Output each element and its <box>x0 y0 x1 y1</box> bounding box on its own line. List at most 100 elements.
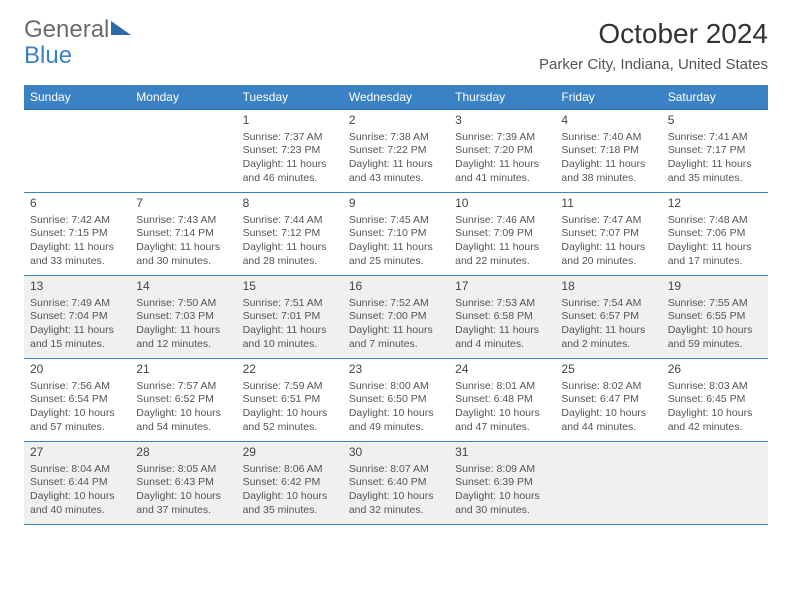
day-day1: Daylight: 11 hours <box>349 324 443 338</box>
day-sunrise: Sunrise: 7:37 AM <box>243 131 337 145</box>
day-day2: and 10 minutes. <box>243 338 337 352</box>
day-sunset: Sunset: 7:09 PM <box>455 227 549 241</box>
day-sunrise: Sunrise: 7:49 AM <box>30 297 124 311</box>
day-cell: 1 Sunrise: 7:37 AMSunset: 7:23 PMDaylight… <box>237 110 343 192</box>
day-number: 22 <box>243 362 337 378</box>
day-day1: Daylight: 11 hours <box>136 324 230 338</box>
dow-cell: Wednesday <box>343 85 449 109</box>
day-day1: Daylight: 11 hours <box>455 158 549 172</box>
day-sunrise: Sunrise: 8:03 AM <box>668 380 762 394</box>
day-sunset: Sunset: 7:03 PM <box>136 310 230 324</box>
brand-logo: General <box>24 18 131 42</box>
day-sunrise: Sunrise: 8:05 AM <box>136 463 230 477</box>
day-sunset: Sunset: 7:12 PM <box>243 227 337 241</box>
day-day2: and 25 minutes. <box>349 255 443 269</box>
day-sunrise: Sunrise: 7:43 AM <box>136 214 230 228</box>
day-sunrise: Sunrise: 7:51 AM <box>243 297 337 311</box>
day-sunset: Sunset: 6:57 PM <box>561 310 655 324</box>
week-row: 1Sunrise: 7:37 AMSunset: 7:23 PMDaylight… <box>24 110 768 193</box>
day-sunset: Sunset: 6:47 PM <box>561 393 655 407</box>
day-day1: Daylight: 11 hours <box>561 324 655 338</box>
day-cell: 26Sunrise: 8:03 AMSunset: 6:45 PMDayligh… <box>662 359 768 441</box>
day-sunset: Sunset: 7:01 PM <box>243 310 337 324</box>
day-cell: 10Sunrise: 7:46 AMSunset: 7:09 PMDayligh… <box>449 193 555 275</box>
day-number: 5 <box>668 113 762 129</box>
day-sunrise: Sunrise: 7:48 AM <box>668 214 762 228</box>
day-day2: and 38 minutes. <box>561 172 655 186</box>
weeks-container: 1Sunrise: 7:37 AMSunset: 7:23 PMDaylight… <box>24 110 768 525</box>
dow-cell: Friday <box>555 85 661 109</box>
day-number: 13 <box>30 279 124 295</box>
day-sunrise: Sunrise: 7:45 AM <box>349 214 443 228</box>
day-day2: and 52 minutes. <box>243 421 337 435</box>
dow-cell: Sunday <box>24 85 130 109</box>
day-day1: Daylight: 11 hours <box>30 324 124 338</box>
day-day2: and 40 minutes. <box>30 504 124 518</box>
week-row: 6Sunrise: 7:42 AMSunset: 7:15 PMDaylight… <box>24 193 768 276</box>
day-number: 8 <box>243 196 337 212</box>
day-day1: Daylight: 10 hours <box>136 490 230 504</box>
day-day1: Daylight: 11 hours <box>349 158 443 172</box>
day-cell: 14 Sunrise: 7:50 AMSunset: 7:03 PMDayligh… <box>130 276 236 358</box>
day-cell: 13Sunrise: 7:49 AMSunset: 7:04 PMDayligh… <box>24 276 130 358</box>
day-sunset: Sunset: 6:52 PM <box>136 393 230 407</box>
brand-text-1: General <box>24 18 109 42</box>
day-cell: 21Sunrise: 7:57 AMSunset: 6:52 PMDayligh… <box>130 359 236 441</box>
day-number: 12 <box>668 196 762 212</box>
brand-text-2: Blue <box>24 42 72 70</box>
day-sunrise: Sunrise: 7:40 AM <box>561 131 655 145</box>
day-day1: Daylight: 11 hours <box>243 158 337 172</box>
day-cell: 31Sunrise: 8:09 AMSunset: 6:39 PMDayligh… <box>449 442 555 524</box>
day-day1: Daylight: 10 hours <box>30 407 124 421</box>
day-day1: Daylight: 11 hours <box>561 241 655 255</box>
day-sunset: Sunset: 7:15 PM <box>30 227 124 241</box>
day-number: 27 <box>30 445 124 461</box>
day-cell <box>130 110 236 192</box>
day-number: 7 <box>136 196 230 212</box>
day-cell: 25Sunrise: 8:02 AMSunset: 6:47 PMDayligh… <box>555 359 661 441</box>
day-day1: Daylight: 11 hours <box>30 241 124 255</box>
day-day1: Daylight: 11 hours <box>455 241 549 255</box>
day-sunset: Sunset: 7:14 PM <box>136 227 230 241</box>
day-day1: Daylight: 11 hours <box>349 241 443 255</box>
day-day2: and 4 minutes. <box>455 338 549 352</box>
day-sunset: Sunset: 6:45 PM <box>668 393 762 407</box>
day-number: 30 <box>349 445 443 461</box>
day-day2: and 17 minutes. <box>668 255 762 269</box>
day-day1: Daylight: 10 hours <box>455 407 549 421</box>
day-day1: Daylight: 10 hours <box>349 407 443 421</box>
day-number: 14 <box>136 279 230 295</box>
page-header: General October 2024 Parker City, Indian… <box>0 0 792 77</box>
day-number: 1 <box>243 113 337 129</box>
day-of-week-header: SundayMondayTuesdayWednesdayThursdayFrid… <box>24 85 768 110</box>
day-cell: 12Sunrise: 7:48 AMSunset: 7:06 PMDayligh… <box>662 193 768 275</box>
day-sunrise: Sunrise: 7:44 AM <box>243 214 337 228</box>
day-day2: and 33 minutes. <box>30 255 124 269</box>
day-cell: 2Sunrise: 7:38 AMSunset: 7:22 PMDaylight… <box>343 110 449 192</box>
day-sunrise: Sunrise: 7:50 AM <box>136 297 230 311</box>
day-number: 28 <box>136 445 230 461</box>
day-sunset: Sunset: 6:48 PM <box>455 393 549 407</box>
day-sunrise: Sunrise: 7:56 AM <box>30 380 124 394</box>
day-sunrise: Sunrise: 8:06 AM <box>243 463 337 477</box>
day-sunset: Sunset: 7:06 PM <box>668 227 762 241</box>
calendar: SundayMondayTuesdayWednesdayThursdayFrid… <box>0 85 792 525</box>
day-sunset: Sunset: 7:10 PM <box>349 227 443 241</box>
day-cell: 3Sunrise: 7:39 AMSunset: 7:20 PMDaylight… <box>449 110 555 192</box>
day-sunset: Sunset: 7:22 PM <box>349 144 443 158</box>
day-day1: Daylight: 11 hours <box>243 241 337 255</box>
day-day2: and 12 minutes. <box>136 338 230 352</box>
day-day2: and 42 minutes. <box>668 421 762 435</box>
day-sunset: Sunset: 6:42 PM <box>243 476 337 490</box>
day-day2: and 44 minutes. <box>561 421 655 435</box>
day-cell: 7Sunrise: 7:43 AMSunset: 7:14 PMDaylight… <box>130 193 236 275</box>
week-row: 27Sunrise: 8:04 AMSunset: 6:44 PMDayligh… <box>24 442 768 525</box>
day-number: 18 <box>561 279 655 295</box>
day-sunrise: Sunrise: 7:39 AM <box>455 131 549 145</box>
day-number: 29 <box>243 445 337 461</box>
day-number: 11 <box>561 196 655 212</box>
day-day1: Daylight: 10 hours <box>136 407 230 421</box>
day-sunset: Sunset: 7:23 PM <box>243 144 337 158</box>
day-cell: 19Sunrise: 7:55 AMSunset: 6:55 PMDayligh… <box>662 276 768 358</box>
day-cell: 17Sunrise: 7:53 AMSunset: 6:58 PMDayligh… <box>449 276 555 358</box>
